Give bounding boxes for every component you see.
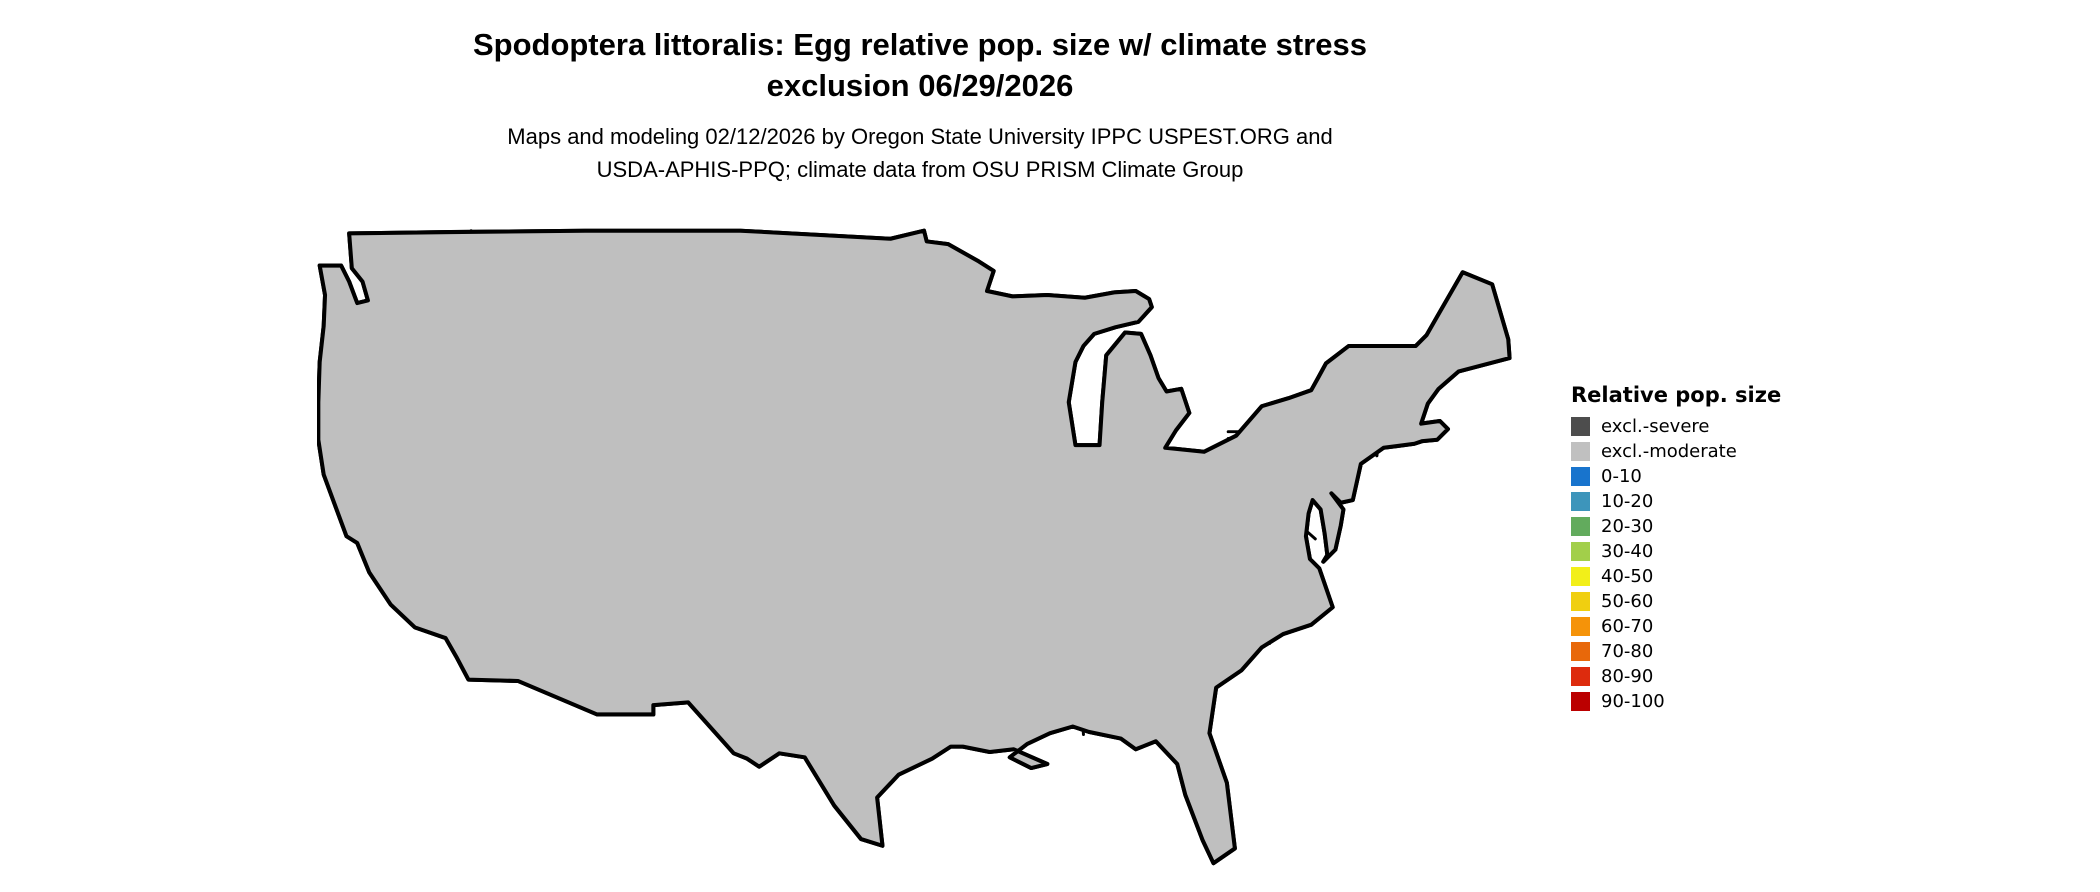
legend-items: excl.-severe excl.-moderate 0-10 10-20 20-30…	[1571, 417, 1781, 711]
legend-item: 90-100	[1571, 692, 1781, 711]
legend-item-label: 60-70	[1601, 616, 1654, 637]
figure-title-line1: Spodoptera littoralis: Egg relative pop.…	[472, 27, 1368, 62]
us-risk-map-svg	[317, 228, 1527, 866]
legend-item: 80-90	[1571, 667, 1781, 686]
legend-item-label: excl.-moderate	[1601, 441, 1737, 462]
figure-header: Spodoptera littoralis: Egg relative pop.…	[0, 24, 1840, 186]
legend-item-label: 90-100	[1601, 691, 1665, 712]
legend-swatch	[1571, 642, 1590, 661]
legend-item: 60-70	[1571, 617, 1781, 636]
legend-item-label: 30-40	[1601, 541, 1654, 562]
legend-item: 40-50	[1571, 567, 1781, 586]
legend-item-label: 70-80	[1601, 641, 1654, 662]
legend-swatch	[1571, 667, 1590, 686]
legend-swatch	[1571, 492, 1590, 511]
us-outline-stroke	[318, 231, 1509, 863]
legend-item-label: 0-10	[1601, 466, 1642, 487]
legend-item: 0-10	[1571, 467, 1781, 486]
figure-title-line2: exclusion 06/29/2026	[766, 68, 1074, 103]
legend: Relative pop. size excl.-severe excl.-mod…	[1571, 383, 1781, 717]
legend-item: excl.-moderate	[1571, 442, 1781, 461]
legend-item: 20-30	[1571, 517, 1781, 536]
legend-item-label: 50-60	[1601, 591, 1654, 612]
legend-swatch	[1571, 467, 1590, 486]
legend-swatch	[1571, 692, 1590, 711]
us-risk-map	[317, 228, 1527, 886]
legend-item-label: excl.-severe	[1601, 416, 1710, 437]
legend-swatch	[1571, 442, 1590, 461]
figure-subtitle: Maps and modeling 02/12/2026 by Oregon S…	[0, 120, 1840, 186]
legend-item: 10-20	[1571, 492, 1781, 511]
legend-item-label: 10-20	[1601, 491, 1654, 512]
legend-item-label: 80-90	[1601, 666, 1654, 687]
figure-subtitle-line2: USDA-APHIS-PPQ; climate data from OSU PR…	[596, 157, 1244, 182]
legend-swatch	[1571, 417, 1590, 436]
legend-swatch	[1571, 517, 1590, 536]
legend-item: 30-40	[1571, 542, 1781, 561]
legend-swatch	[1571, 592, 1590, 611]
legend-swatch	[1571, 542, 1590, 561]
speckle-dot	[1263, 648, 1272, 657]
legend-title: Relative pop. size	[1571, 383, 1782, 407]
legend-item: 70-80	[1571, 642, 1781, 661]
legend-item: 50-60	[1571, 592, 1781, 611]
legend-item-label: 20-30	[1601, 516, 1654, 537]
figure-subtitle-line1: Maps and modeling 02/12/2026 by Oregon S…	[507, 124, 1333, 149]
legend-swatch	[1571, 617, 1590, 636]
legend-item-label: 40-50	[1601, 566, 1654, 587]
legend-item: excl.-severe	[1571, 417, 1781, 436]
legend-swatch	[1571, 567, 1590, 586]
